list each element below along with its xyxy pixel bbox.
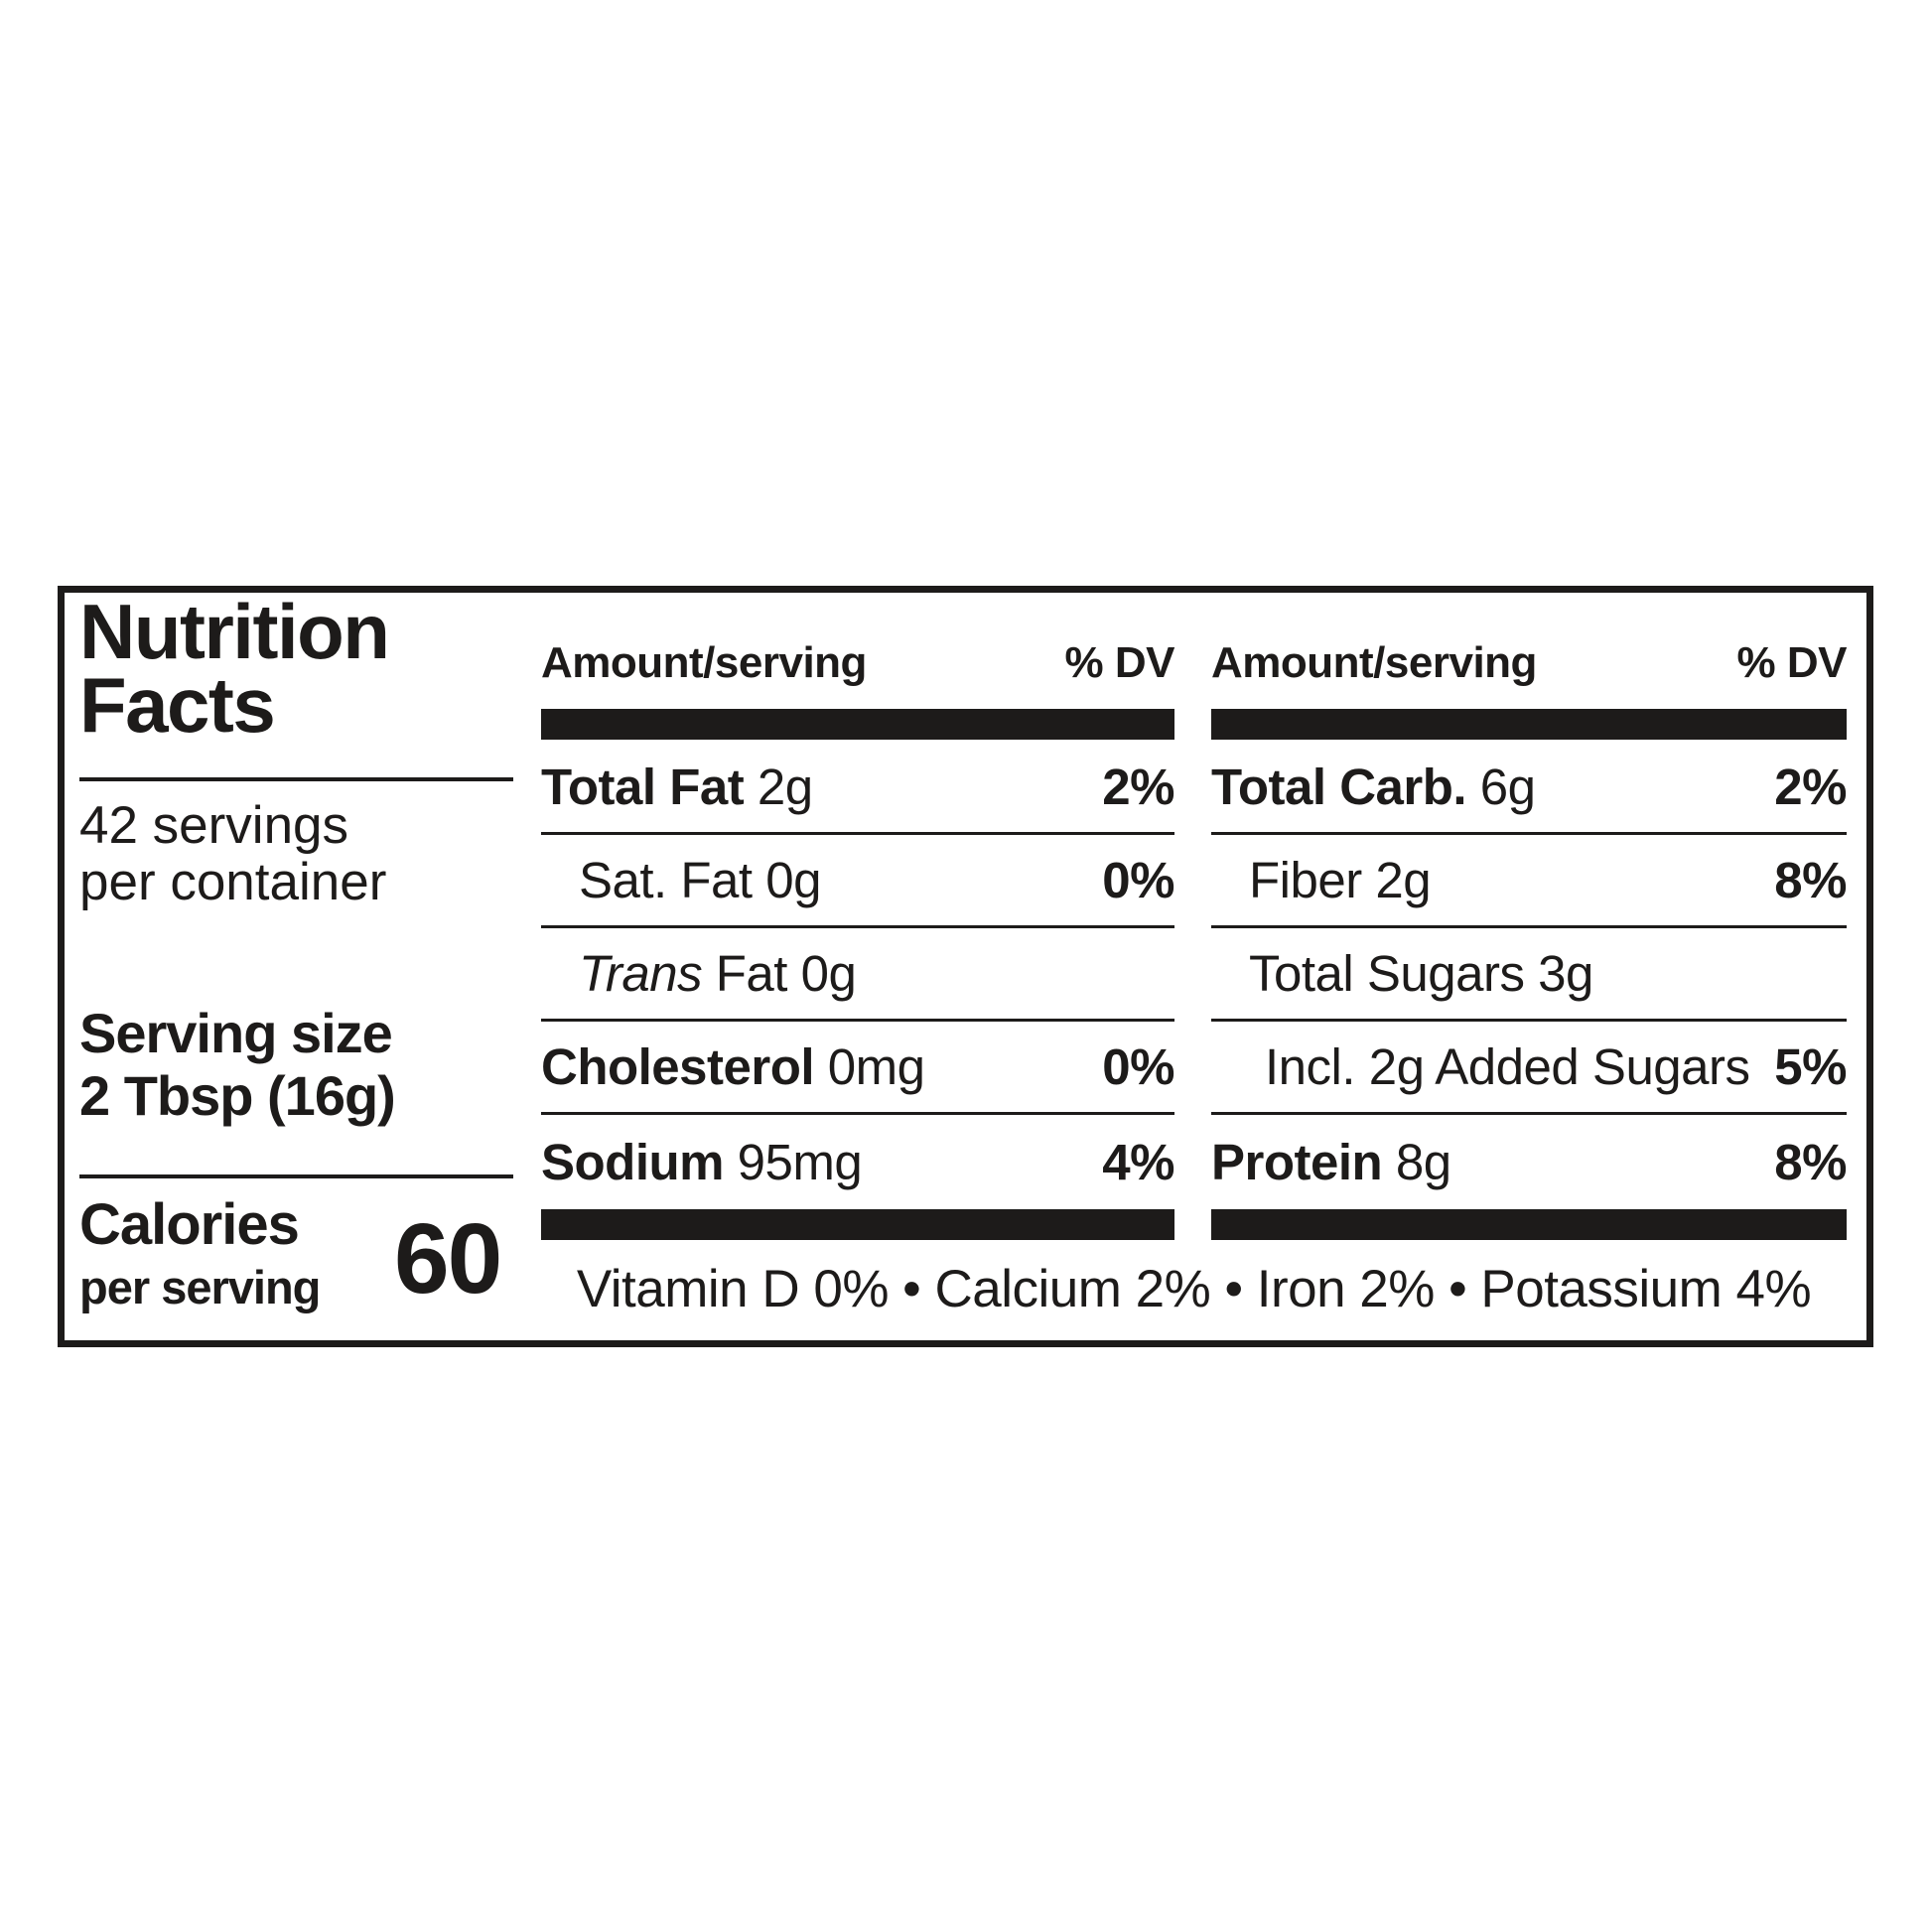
nutrient-rows: Total Carb. 6g 2% Fiber 2g 8% Total Sugars 3… [1211,742,1847,1208]
nutrient-dv: 8% [1774,852,1847,908]
servings-line1: 42 servings [79,796,349,855]
nutrient-row: Sat. Fat 0g 0% [541,835,1174,928]
percent-dv-header: % DV [1736,638,1848,687]
column-header: Amount/serving % DV [541,630,1175,688]
amount-per-serving-header: Amount/serving [1211,638,1537,687]
nutrient-label: Cholesterol 0mg [541,1038,925,1095]
nutrient-label: Trans Fat 0g [579,945,857,1002]
divider [79,777,513,781]
amount-per-serving-header: Amount/serving [541,638,867,687]
nutrient-row: Sodium 95mg 4% [541,1115,1174,1208]
nutrient-label: Total Carb. 6g [1211,759,1536,815]
nutrient-dv: 5% [1774,1038,1847,1095]
calories-sublabel: per serving [79,1261,321,1313]
nutrient-column-right: Amount/serving % DV Total Carb. 6g 2% Fibe… [1211,593,1848,1340]
nutrient-dv: 0% [1102,1038,1174,1095]
nutrient-label: Incl. 2g Added Sugars [1265,1038,1750,1095]
serving-size-label: Serving size [79,1002,393,1064]
nutrient-label: Sat. Fat 0g [579,852,821,908]
thick-bar [541,709,1174,740]
serving-size-value: 2 Tbsp (16g) [79,1064,396,1127]
micronutrients-line: Vitamin D 0% • Calcium 2% • Iron 2% • Po… [576,1259,1812,1318]
nutrient-column-left: Amount/serving % DV Total Fat 2g 2% Sat. F… [541,593,1175,1340]
nutrient-label: Sodium 95mg [541,1133,863,1190]
nutrient-row: Protein 8g 8% [1211,1115,1847,1208]
divider [79,1174,513,1178]
nutrient-row: Total Sugars 3g [1211,928,1847,1022]
thick-bar [1211,709,1847,740]
nutrient-dv: 2% [1102,759,1174,815]
label-title: Nutrition Facts [79,588,390,749]
label-title-line1: Nutrition [79,588,390,675]
nutrition-facts-label: Nutrition Facts 42 servings per containe… [58,586,1873,1347]
nutrient-row: Trans Fat 0g [541,928,1174,1022]
servings-line2: per container [79,853,387,911]
serving-size: Serving size 2 Tbsp (16g) [79,1002,396,1127]
nutrient-rows: Total Fat 2g 2% Sat. Fat 0g 0% Trans Fat 0g C… [541,742,1174,1208]
label-title-line2: Facts [79,661,276,749]
calories-label: Calories [79,1192,300,1257]
servings-per-container: 42 servings per container [79,797,386,910]
thick-bar [541,1209,1174,1240]
nutrient-label: Protein 8g [1211,1133,1451,1190]
nutrient-row: Total Carb. 6g 2% [1211,742,1847,835]
nutrient-row: Cholesterol 0mg 0% [541,1022,1174,1115]
nutrient-dv: 8% [1774,1133,1847,1190]
thick-bar [1211,1209,1847,1240]
calories-value: 60 [394,1203,502,1314]
nutrient-row: Incl. 2g Added Sugars 5% [1211,1022,1847,1115]
nutrient-dv: 2% [1774,759,1847,815]
nutrient-label: Fiber 2g [1249,852,1432,908]
nutrient-label: Total Sugars 3g [1249,945,1593,1002]
column-header: Amount/serving % DV [1211,630,1848,688]
nutrient-row: Total Fat 2g 2% [541,742,1174,835]
nutrient-row: Fiber 2g 8% [1211,835,1847,928]
nutrient-dv: 0% [1102,852,1174,908]
percent-dv-header: % DV [1064,638,1175,687]
nutrient-dv: 4% [1102,1133,1174,1190]
nutrient-label: Total Fat 2g [541,759,813,815]
